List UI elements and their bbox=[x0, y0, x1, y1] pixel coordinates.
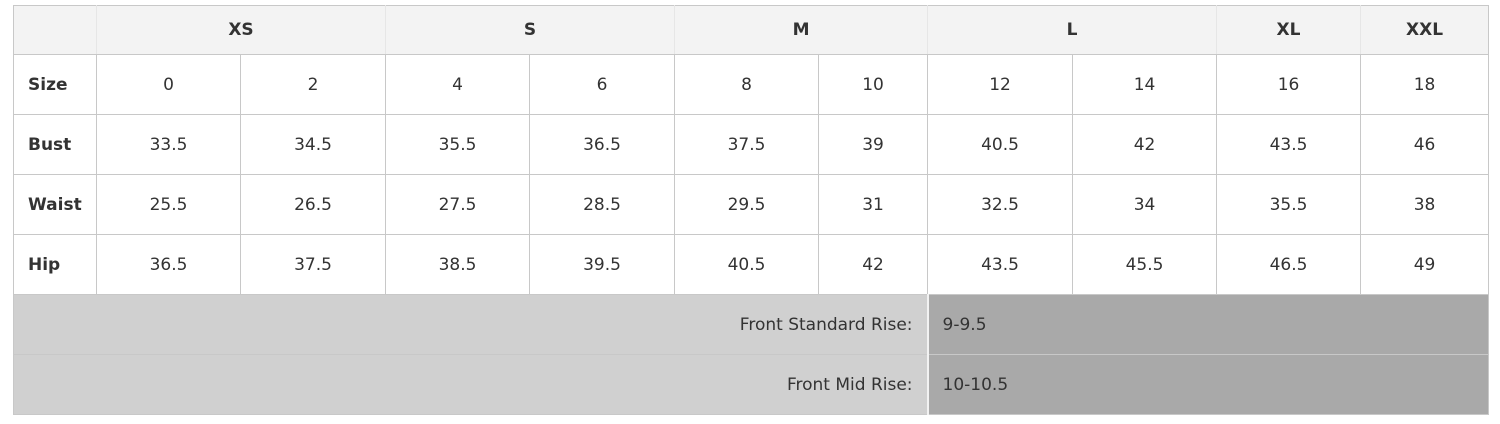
row-label: Bust bbox=[13, 114, 97, 175]
table-cell: 16 bbox=[1216, 54, 1362, 115]
row-label: Size bbox=[13, 54, 97, 115]
table-cell: 39 bbox=[818, 114, 929, 175]
size-group-header-row: XS S M L XL XXL bbox=[13, 5, 1490, 55]
corner-cell bbox=[13, 5, 97, 55]
size-group-xs: XS bbox=[95, 5, 387, 55]
table-cell: 33.5 bbox=[96, 114, 241, 175]
table-cell: 25.5 bbox=[96, 174, 241, 235]
table-cell: 28.5 bbox=[529, 174, 676, 235]
table-cell: 34.5 bbox=[239, 114, 387, 175]
table-cell: 38 bbox=[1360, 174, 1490, 235]
table-cell: 46 bbox=[1360, 114, 1490, 175]
table-cell: 32.5 bbox=[927, 174, 1074, 235]
size-chart-table: XS S M L XL XXL Size 0 2 4 6 8 10 12 14 16 18 Bust 33.5 34.… bbox=[12, 5, 1490, 415]
table-row-size: Size 0 2 4 6 8 10 12 14 16 18 bbox=[13, 54, 1490, 115]
size-group-m: M bbox=[674, 5, 929, 55]
size-group-s: S bbox=[385, 5, 676, 55]
table-cell: 27.5 bbox=[385, 174, 531, 235]
table-cell: 8 bbox=[674, 54, 820, 115]
table-cell: 12 bbox=[927, 54, 1074, 115]
table-cell: 37.5 bbox=[674, 114, 820, 175]
table-cell: 46.5 bbox=[1216, 234, 1362, 295]
measurement-label: Front Mid Rise: bbox=[12, 354, 929, 415]
table-cell: 40.5 bbox=[927, 114, 1074, 175]
table-cell: 37.5 bbox=[239, 234, 387, 295]
size-group-xl: XL bbox=[1216, 5, 1362, 55]
size-group-l: L bbox=[927, 5, 1218, 55]
table-cell: 4 bbox=[385, 54, 531, 115]
measurement-row: Front Mid Rise: 10-10.5 bbox=[12, 354, 1490, 415]
size-group-xxl: XXL bbox=[1360, 5, 1490, 55]
table-cell: 2 bbox=[239, 54, 387, 115]
table-cell: 42 bbox=[1072, 114, 1218, 175]
table-cell: 43.5 bbox=[927, 234, 1074, 295]
table-cell: 49 bbox=[1360, 234, 1490, 295]
table-cell: 39.5 bbox=[529, 234, 676, 295]
table-row-bust: Bust 33.5 34.5 35.5 36.5 37.5 39 40.5 42 43.5 46 bbox=[13, 114, 1490, 175]
table-cell: 43.5 bbox=[1216, 114, 1362, 175]
table-cell: 35.5 bbox=[1216, 174, 1362, 235]
measurement-label: Front Standard Rise: bbox=[12, 294, 929, 355]
table-cell: 42 bbox=[818, 234, 929, 295]
table-cell: 40.5 bbox=[674, 234, 820, 295]
table-cell: 45.5 bbox=[1072, 234, 1218, 295]
measurement-value: 9-9.5 bbox=[927, 294, 1490, 355]
table-cell: 18 bbox=[1360, 54, 1490, 115]
row-label: Waist bbox=[13, 174, 97, 235]
table-cell: 35.5 bbox=[385, 114, 531, 175]
table-cell: 31 bbox=[818, 174, 929, 235]
table-cell: 29.5 bbox=[674, 174, 820, 235]
table-cell: 6 bbox=[529, 54, 676, 115]
table-row-waist: Waist 25.5 26.5 27.5 28.5 29.5 31 32.5 34 35.5 38 bbox=[13, 174, 1490, 235]
row-label: Hip bbox=[13, 234, 97, 295]
table-cell: 34 bbox=[1072, 174, 1218, 235]
table-cell: 26.5 bbox=[239, 174, 387, 235]
table-cell: 0 bbox=[96, 54, 241, 115]
table-cell: 36.5 bbox=[529, 114, 676, 175]
table-row-hip: Hip 36.5 37.5 38.5 39.5 40.5 42 43.5 45.5 46.5 49 bbox=[13, 234, 1490, 295]
table-cell: 10 bbox=[818, 54, 929, 115]
table-cell: 36.5 bbox=[96, 234, 241, 295]
measurement-row: Front Standard Rise: 9-9.5 bbox=[12, 294, 1490, 355]
measurement-value: 10-10.5 bbox=[927, 354, 1490, 415]
table-cell: 14 bbox=[1072, 54, 1218, 115]
table-cell: 38.5 bbox=[385, 234, 531, 295]
